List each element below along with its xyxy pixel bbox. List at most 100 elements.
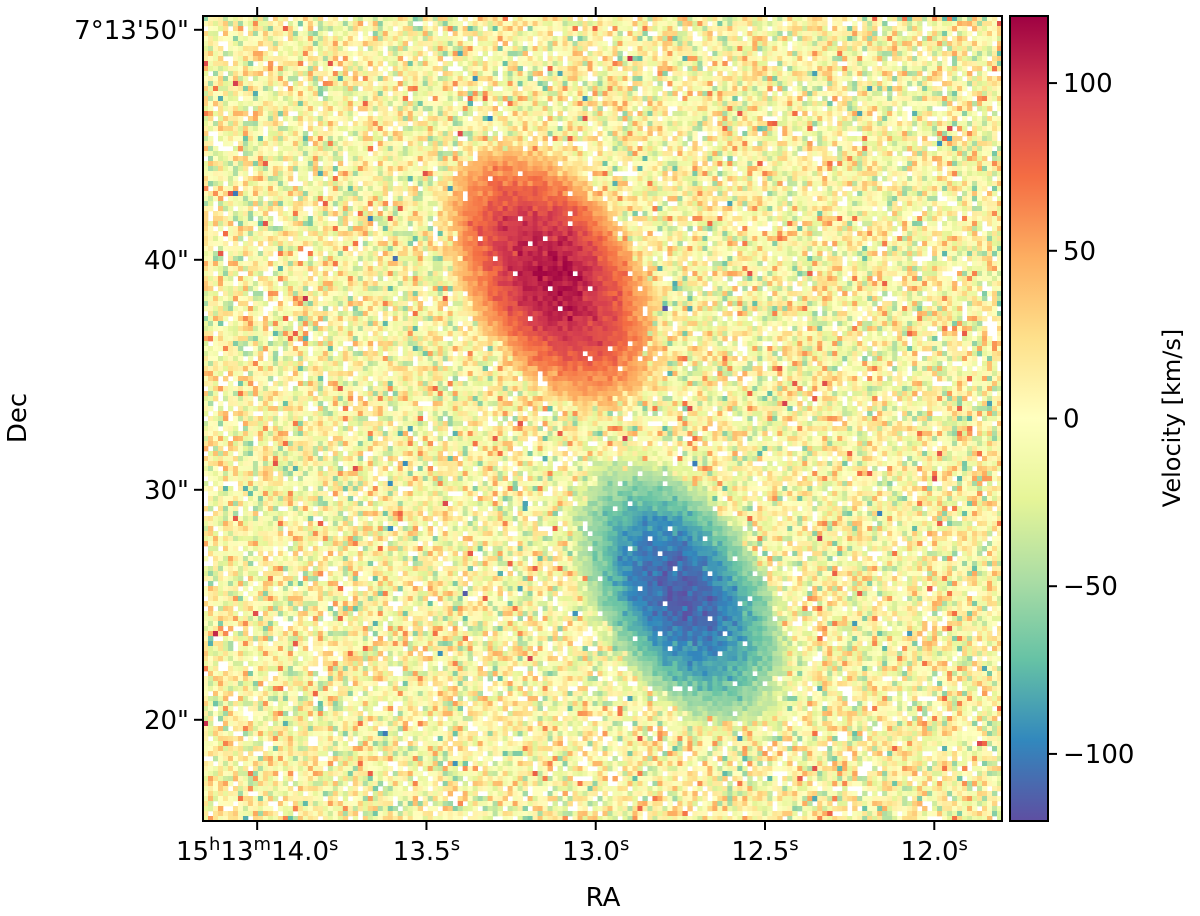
heatmap-cell	[243, 46, 248, 51]
heatmap-cell	[702, 161, 707, 166]
heatmap-cell	[278, 76, 283, 81]
heatmap-cell	[498, 61, 503, 66]
heatmap-cell	[782, 161, 787, 166]
heatmap-cell	[612, 186, 617, 191]
heatmap-cell	[637, 126, 642, 131]
heatmap-cell	[917, 71, 922, 76]
heatmap-cell	[927, 166, 932, 171]
heatmap-cell	[932, 46, 937, 51]
heatmap-cell	[328, 126, 333, 131]
heatmap-cell	[513, 46, 518, 51]
heatmap-cell	[308, 21, 313, 26]
heatmap-cell	[642, 151, 647, 156]
heatmap-cell	[777, 161, 782, 166]
heatmap-cell	[817, 31, 822, 36]
heatmap-cell	[278, 131, 283, 136]
heatmap-cell	[578, 106, 583, 111]
heatmap-cell	[752, 86, 757, 91]
heatmap-cell	[642, 31, 647, 36]
heatmap-cell	[937, 21, 942, 26]
heatmap-cell	[263, 96, 268, 101]
heatmap-cell	[423, 181, 428, 186]
heatmap-cell	[607, 181, 612, 186]
heatmap-cell	[518, 186, 523, 191]
heatmap-cell	[588, 86, 593, 91]
heatmap-cell	[448, 151, 453, 156]
heatmap-cell	[588, 61, 593, 66]
heatmap-cell	[887, 171, 892, 176]
heatmap-cell	[353, 141, 358, 146]
heatmap-cell	[378, 161, 383, 166]
heatmap-cell	[238, 51, 243, 56]
heatmap-cell	[927, 141, 932, 146]
heatmap-cell	[523, 46, 528, 51]
heatmap-cell	[882, 116, 887, 121]
heatmap-cell	[762, 156, 767, 161]
heatmap-cell	[348, 81, 353, 86]
heatmap-cell	[393, 116, 398, 121]
heatmap-cell	[777, 31, 782, 36]
heatmap-cell	[632, 76, 637, 81]
heatmap-cell	[553, 91, 558, 96]
heatmap-cell	[358, 96, 363, 101]
heatmap-cell	[258, 61, 263, 66]
heatmap-cell	[448, 111, 453, 116]
heatmap-cell	[712, 41, 717, 46]
heatmap-cell	[817, 46, 822, 51]
heatmap-cell	[737, 91, 742, 96]
heatmap-cell	[962, 31, 967, 36]
heatmap-cell	[847, 121, 852, 126]
heatmap-cell	[448, 81, 453, 86]
heatmap-cell	[553, 26, 558, 31]
heatmap-cell	[503, 116, 508, 121]
heatmap-cell	[473, 71, 478, 76]
heatmap-cell	[298, 46, 303, 51]
heatmap-cell	[992, 121, 997, 126]
heatmap-cell	[867, 171, 872, 176]
heatmap-cell	[642, 56, 647, 61]
heatmap-cell	[782, 61, 787, 66]
heatmap-cell	[987, 146, 992, 151]
heatmap-cell	[897, 141, 902, 146]
heatmap-cell	[218, 166, 223, 171]
heatmap-cell	[797, 66, 802, 71]
heatmap-cell	[727, 96, 732, 101]
heatmap-cell	[797, 56, 802, 61]
heatmap-cell	[742, 41, 747, 46]
heatmap-cell	[503, 121, 508, 126]
heatmap-cell	[358, 61, 363, 66]
heatmap-cell	[967, 106, 972, 111]
heatmap-cell	[528, 31, 533, 36]
heatmap-cell	[553, 186, 558, 191]
heatmap-cell	[817, 26, 822, 31]
heatmap-cell	[862, 26, 867, 31]
heatmap-cell	[767, 121, 772, 126]
heatmap-cell	[767, 181, 772, 186]
heatmap-cell	[598, 156, 603, 161]
heatmap-cell	[917, 96, 922, 101]
heatmap-cell	[827, 171, 832, 176]
heatmap-cell	[453, 56, 458, 61]
heatmap-cell	[323, 121, 328, 126]
heatmap-cell	[313, 86, 318, 91]
heatmap-cell	[972, 151, 977, 156]
heatmap-cell	[393, 161, 398, 166]
heatmap-cell	[493, 106, 498, 111]
heatmap-cell	[288, 166, 293, 171]
heatmap-cell	[328, 71, 333, 76]
heatmap-cell	[313, 186, 318, 191]
heatmap-cell	[413, 61, 418, 66]
heatmap-cell	[987, 141, 992, 146]
heatmap-cell	[313, 161, 318, 166]
heatmap-cell	[737, 101, 742, 106]
heatmap-cell	[802, 136, 807, 141]
heatmap-cell	[213, 86, 218, 91]
heatmap-cell	[463, 176, 468, 181]
heatmap-cell	[373, 131, 378, 136]
heatmap-cell	[767, 41, 772, 46]
heatmap-cell	[563, 131, 568, 136]
heatmap-cell	[947, 101, 952, 106]
heatmap-cell	[627, 176, 632, 181]
heatmap-cell	[238, 86, 243, 91]
heatmap-cell	[223, 91, 228, 96]
